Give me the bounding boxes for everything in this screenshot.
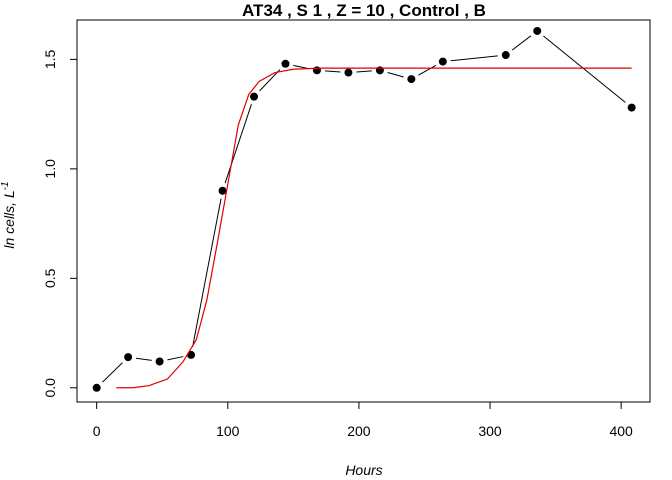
y-tick-label: 1.5 [42, 49, 58, 69]
observed-point [501, 51, 510, 60]
observed-segment [511, 35, 532, 51]
observed-point [407, 75, 416, 84]
observed-point [533, 26, 542, 35]
observed-point [124, 353, 133, 362]
observed-point [250, 92, 259, 101]
series-layer [92, 26, 636, 392]
observed-point [218, 186, 227, 195]
y-axis-label-superscript: -1 [0, 181, 11, 190]
x-tick-label: 100 [216, 423, 240, 439]
observed-point [627, 103, 636, 112]
observed-segment [450, 55, 498, 62]
observed-segment [167, 356, 184, 361]
observed-segment [192, 198, 222, 348]
y-tick-label: 0.5 [42, 268, 58, 288]
y-axis-label: ln cells, L-1 [0, 181, 17, 248]
observed-point [155, 357, 164, 366]
observed-segment [356, 70, 372, 73]
observed-segment [224, 104, 252, 184]
observed-segment [418, 65, 437, 76]
plot-frame [76, 19, 651, 403]
x-tick-label: 400 [609, 423, 633, 439]
fitted-curve [116, 67, 632, 389]
chart-title: AT34 , S 1 , Z = 10 , Control , B [242, 1, 486, 20]
x-tick-label: 200 [347, 423, 371, 439]
y-axis: 0.0 0.5 1.0 1.5 [42, 49, 78, 398]
observed-point [312, 66, 321, 75]
observed-segment [259, 69, 281, 92]
x-tick-label: 0 [93, 423, 101, 439]
observed-segment [543, 35, 626, 103]
y-tick-label: 0.0 [42, 378, 58, 398]
observed-point [281, 59, 290, 68]
observed-point [344, 68, 353, 77]
observed-point [375, 66, 384, 75]
x-axis: 0 100 200 300 400 [93, 401, 633, 439]
y-tick-label: 1.0 [42, 159, 58, 179]
observed-point [92, 383, 101, 392]
observed-segment [387, 72, 404, 78]
x-tick-label: 300 [478, 423, 502, 439]
observed-segment [324, 70, 341, 73]
observed-segment [135, 357, 152, 361]
x-axis-label: Hours [345, 462, 382, 478]
observed-point [187, 350, 196, 359]
observed-point [438, 57, 447, 66]
observed-segment [102, 362, 123, 383]
y-axis-label-text: ln cells, L [1, 190, 17, 248]
